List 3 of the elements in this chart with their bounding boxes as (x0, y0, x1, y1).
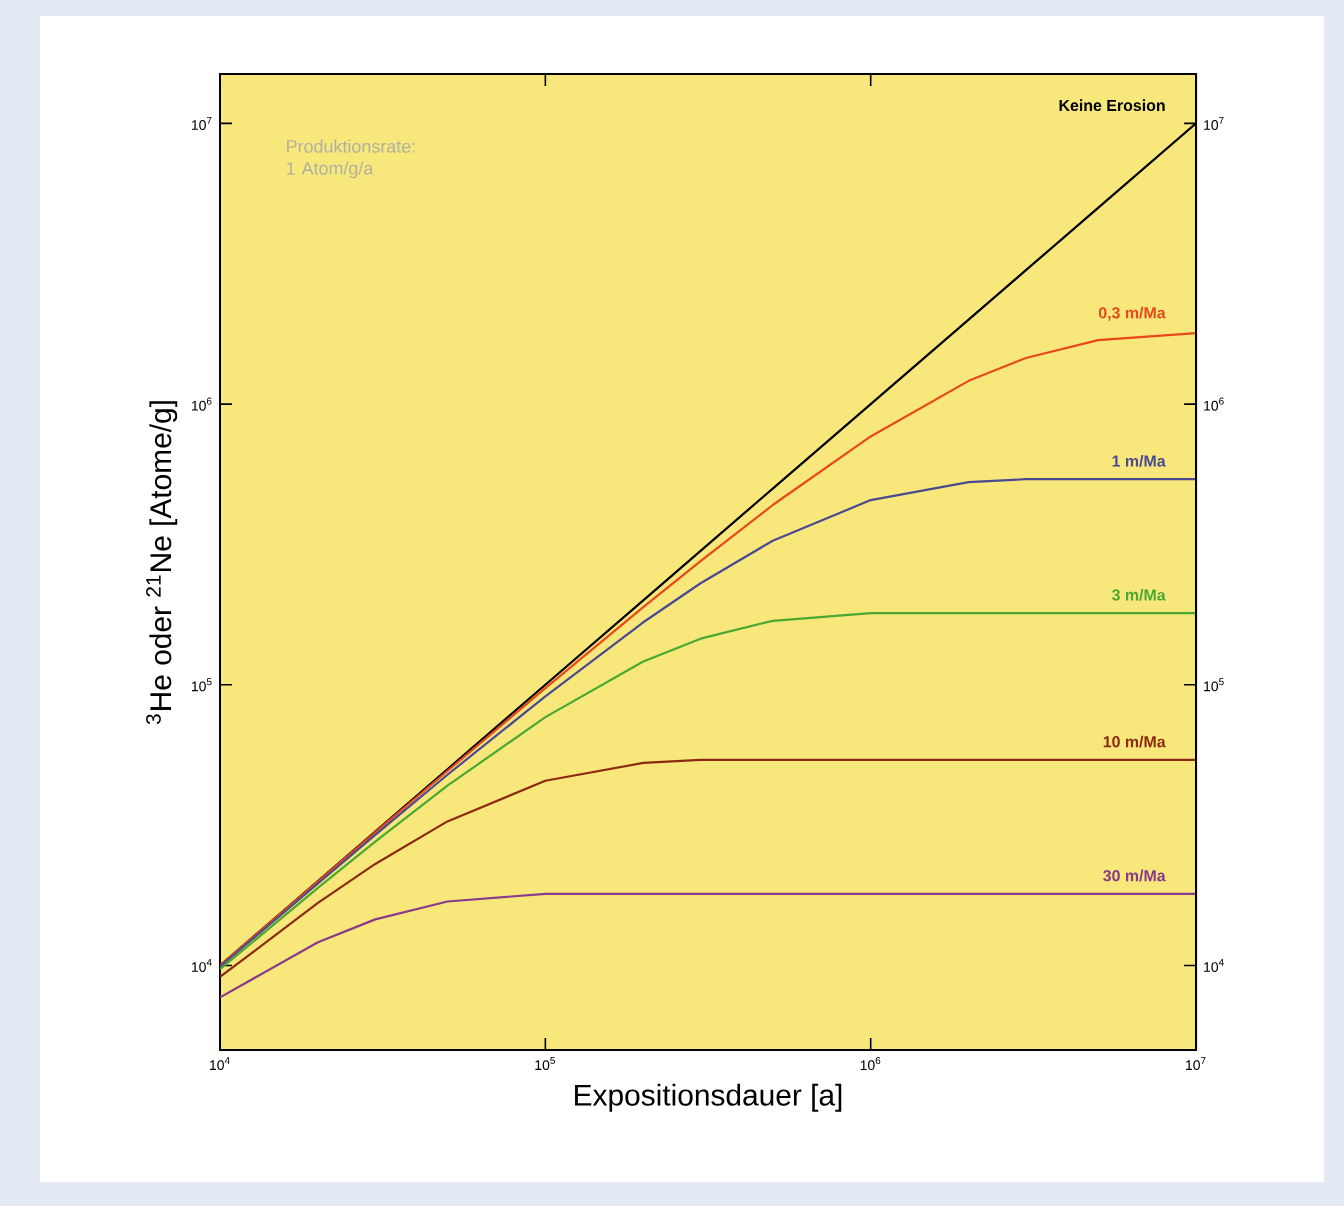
x-axis-title: Expositionsdauer [a] (575, 1083, 842, 1112)
annotation: Produktionsrate: 1 Atom/g/a (286, 139, 415, 179)
y-axis-title: $^{3}$He oder $^{21}$Ne [Atome/g] (146, 401, 178, 725)
